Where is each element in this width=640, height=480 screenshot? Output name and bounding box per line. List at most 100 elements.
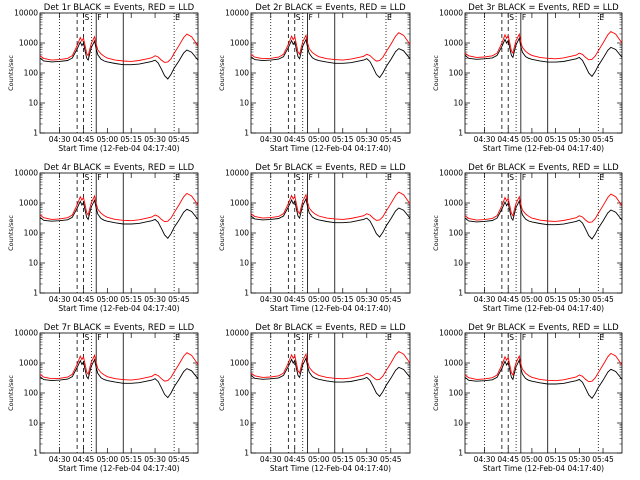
x-tick-label: 05:00 (97, 455, 119, 464)
y-tick-label: 100 (235, 389, 250, 398)
x-tick-label: 05:00 (308, 135, 330, 144)
detector-panel-1: Det 1r BLACK = Events, RED = LLD 1 10 100 10… (7, 3, 199, 153)
y-axis-label: Counts/sec (218, 375, 226, 411)
y-tick-label: 1000 (444, 199, 463, 208)
detector-panel-2: Det 2r BLACK = Events, RED = LLD 1 10 100 10… (218, 3, 411, 153)
y-tick-label: 1000 (19, 359, 38, 368)
x-tick-label: 05:00 (521, 135, 543, 144)
series-line-lld (250, 191, 411, 221)
series-line-lld (464, 30, 623, 61)
y-tick-label: 1 (33, 289, 38, 298)
x-tick-label: 04:30 (49, 135, 71, 144)
x-tick-label: 05:45 (592, 455, 614, 464)
y-tick-label: 1000 (444, 359, 463, 368)
y-axis-label: Counts/sec (432, 215, 440, 251)
y-tick-label: 1 (33, 129, 38, 138)
marker-label: E (599, 13, 604, 22)
y-tick-label: 10000 (225, 329, 249, 338)
marker-label: S (84, 173, 89, 182)
x-tick-label: 04:45 (497, 135, 519, 144)
series-line-events (250, 38, 411, 79)
y-tick-label: 1000 (19, 199, 38, 208)
y-axis-label: Counts/sec (218, 215, 226, 251)
panel-title: Det 3r BLACK = Events, RED = LLD (468, 3, 619, 13)
series-line-events (464, 36, 623, 78)
x-tick-label: 04:45 (73, 295, 95, 304)
marker-label: S (509, 13, 514, 22)
detector-panel-4: Det 4r BLACK = Events, RED = LLD 1 10 100 10… (7, 163, 199, 313)
x-tick-label: 05:45 (168, 455, 190, 464)
y-tick-label: 10000 (14, 329, 38, 338)
y-tick-label: 10 (453, 99, 463, 108)
x-tick-label: 05:30 (356, 295, 378, 304)
marker-label: E (175, 333, 180, 342)
x-tick-label: 04:45 (73, 455, 95, 464)
x-tick-label: 04:30 (474, 135, 496, 144)
panel-title: Det 4r BLACK = Events, RED = LLD (44, 163, 195, 173)
series-line-events (39, 358, 199, 399)
marker-label: S (509, 333, 514, 342)
x-tick-label: 05:00 (308, 295, 330, 304)
y-tick-label: 10 (453, 419, 463, 428)
marker-label: F (97, 173, 101, 182)
x-tick-label: 05:00 (97, 135, 119, 144)
x-tick-label: 05:30 (569, 135, 591, 144)
x-tick-label: 04:30 (260, 295, 282, 304)
y-axis-label: Counts/sec (7, 375, 15, 411)
series-line-lld (250, 350, 411, 381)
y-tick-label: 100 (24, 229, 39, 238)
x-tick-label: 05:30 (356, 455, 378, 464)
y-axis-label: Counts/sec (7, 215, 15, 251)
y-tick-label: 10 (28, 99, 38, 108)
marker-label: E (387, 173, 392, 182)
y-axis-label: Counts/sec (7, 55, 15, 91)
x-tick-label: 05:45 (168, 135, 190, 144)
y-tick-label: 100 (235, 229, 250, 238)
marker-label: E (387, 333, 392, 342)
marker-label: S (509, 173, 514, 182)
detector-panel-3: Det 3r BLACK = Events, RED = LLD 1 10 100 10… (432, 3, 623, 153)
x-tick-label: 05:45 (380, 295, 402, 304)
detector-panel-5: Det 5r BLACK = Events, RED = LLD 1 10 100 10… (218, 163, 411, 313)
x-tick-label: 05:30 (569, 295, 591, 304)
x-tick-label: 05:30 (144, 135, 166, 144)
x-axis-label: Start Time (12-Feb-04 04:17:40) (483, 464, 604, 473)
y-tick-label: 1 (244, 289, 249, 298)
series-line-lld (39, 33, 199, 63)
y-tick-label: 10000 (14, 169, 38, 178)
x-tick-label: 04:30 (260, 455, 282, 464)
series-line-events (250, 197, 411, 238)
x-axis-label: Start Time (12-Feb-04 04:17:40) (270, 304, 391, 313)
x-axis-label: Start Time (12-Feb-04 04:17:40) (270, 464, 391, 473)
series-line-events (39, 198, 199, 240)
y-tick-label: 100 (24, 389, 39, 398)
y-tick-label: 1000 (19, 39, 38, 48)
y-tick-label: 1 (458, 289, 463, 298)
x-tick-label: 05:30 (356, 135, 378, 144)
x-tick-label: 04:30 (474, 455, 496, 464)
x-axis-label: Start Time (12-Feb-04 04:17:40) (270, 144, 391, 153)
marker-label: E (599, 333, 604, 342)
x-tick-label: 05:45 (380, 135, 402, 144)
x-tick-label: 04:45 (497, 295, 519, 304)
y-tick-label: 1000 (230, 39, 249, 48)
y-tick-label: 100 (449, 389, 464, 398)
x-tick-label: 04:30 (49, 455, 71, 464)
marker-label: F (522, 173, 526, 182)
y-tick-label: 1 (244, 449, 249, 458)
marker-label: S (296, 173, 301, 182)
x-tick-label: 04:45 (497, 455, 519, 464)
y-axis-label: Counts/sec (432, 55, 440, 91)
y-axis-label: Counts/sec (432, 375, 440, 411)
y-tick-label: 10 (453, 259, 463, 268)
detector-panel-8: Det 8r BLACK = Events, RED = LLD 1 10 100 10… (218, 323, 411, 473)
x-axis-label: Start Time (12-Feb-04 04:17:40) (58, 144, 179, 153)
x-tick-label: 05:15 (332, 295, 354, 304)
y-tick-label: 10000 (439, 169, 463, 178)
x-axis-label: Start Time (12-Feb-04 04:17:40) (483, 144, 604, 153)
x-axis-label: Start Time (12-Feb-04 04:17:40) (58, 304, 179, 313)
marker-label: S (296, 13, 301, 22)
y-tick-label: 10000 (225, 9, 249, 18)
series-line-lld (39, 192, 199, 223)
x-tick-label: 04:30 (474, 295, 496, 304)
